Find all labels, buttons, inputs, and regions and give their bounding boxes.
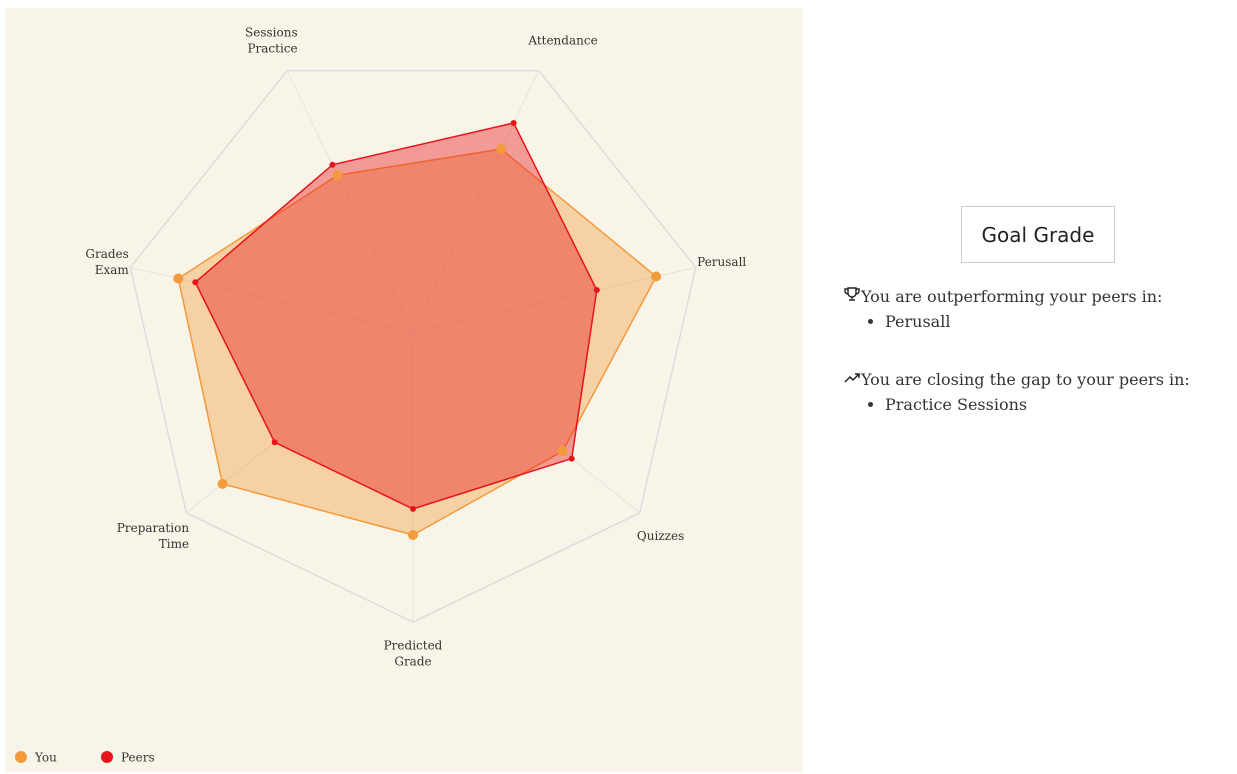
spoke [412, 266, 696, 333]
series-area [177, 148, 658, 536]
axis-label: Preparation [117, 521, 190, 535]
data-point [332, 170, 343, 181]
trophy-icon [844, 287, 860, 301]
list: Practice Sessions [843, 395, 1190, 414]
axis-label: Quizzes [637, 529, 684, 543]
heading: You are closing the gap to your peers in… [843, 369, 1190, 389]
data-point [217, 478, 228, 489]
data-point [271, 439, 278, 446]
trend-icon [844, 373, 860, 383]
data-point [173, 273, 184, 284]
data-point [496, 144, 507, 155]
data-point [510, 119, 517, 126]
series-area [194, 122, 598, 510]
heading-text: You are outperforming your peers in: [861, 287, 1163, 306]
legend-swatch [15, 751, 27, 763]
goal-grade-button[interactable]: Goal Grade [961, 206, 1115, 263]
axis-label: Attendance [527, 33, 597, 47]
data-point [593, 287, 600, 294]
legend-swatch [101, 751, 113, 763]
data-point [557, 446, 568, 457]
legend-label: You [34, 751, 57, 765]
spoke [286, 70, 414, 333]
data-point [192, 279, 199, 286]
outperform-section: You are outperforming your peers in: Per… [843, 286, 1162, 331]
spoke [412, 331, 641, 514]
grid-ring [129, 69, 697, 623]
axis-label: Sessions [245, 25, 298, 39]
heading-text: You are closing the gap to your peers in… [861, 370, 1190, 389]
list-item: Perusall [885, 312, 1162, 331]
axis-label: Exam [95, 263, 130, 277]
legend-label: Peers [121, 751, 155, 765]
axis-label: Grades [85, 247, 128, 261]
data-point [568, 455, 575, 462]
plot: Attendance Perusall Quizzes Predicted Grade P… [15, 25, 746, 765]
axis-label: Predicted [384, 639, 443, 653]
list-item: Practice Sessions [885, 395, 1190, 414]
data-point [408, 530, 418, 540]
axis-label: Grade [394, 655, 431, 669]
chart-background [5, 8, 803, 772]
data-point [329, 161, 336, 168]
list: Perusall [843, 312, 1162, 331]
axis-label: Practice [247, 41, 297, 55]
radar-chart: Attendance Perusall Quizzes Predicted Grade P… [5, 8, 803, 772]
closing-section: You are closing the gap to your peers in… [843, 369, 1190, 414]
heading: You are outperforming your peers in: [843, 286, 1162, 306]
axis-label: Time [159, 537, 189, 551]
data-point [410, 505, 416, 512]
data-point [651, 271, 662, 282]
axis-label: Perusall [697, 255, 746, 269]
spoke [412, 70, 540, 333]
